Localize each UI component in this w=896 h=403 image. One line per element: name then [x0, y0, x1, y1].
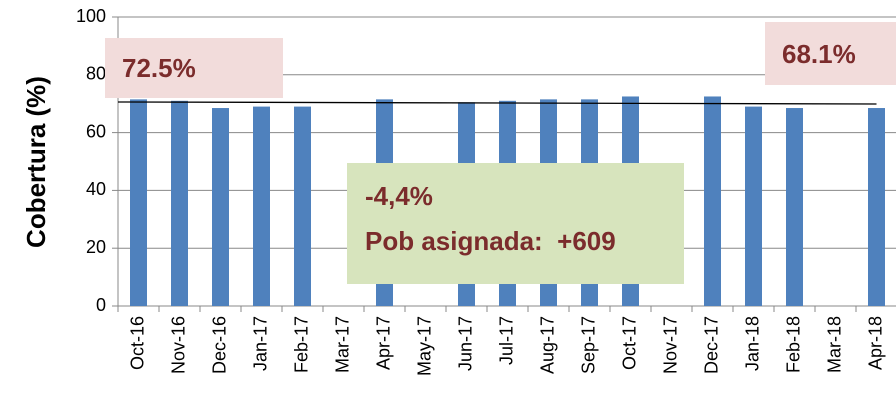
x-tick-label: May-17 — [414, 316, 434, 376]
annotation: 68.1% — [782, 39, 856, 69]
bar — [253, 106, 270, 306]
bar — [171, 100, 188, 306]
y-tick-label: 60 — [86, 121, 106, 141]
x-tick-label: Jan-18 — [742, 316, 762, 371]
y-tick-label: 0 — [96, 295, 106, 315]
annotation: -4,4% — [365, 181, 433, 211]
x-tick-label: Apr-17 — [373, 316, 393, 370]
x-tick-label: Mar-18 — [824, 316, 844, 373]
annotation-box — [105, 38, 283, 98]
x-tick-label: Jan-17 — [250, 316, 270, 371]
annotation-box — [765, 22, 896, 85]
x-tick-label: Oct-17 — [619, 316, 639, 370]
annotation: 72.5% — [122, 53, 196, 83]
x-tick-label: Feb-17 — [291, 316, 311, 373]
bar — [745, 106, 762, 306]
y-tick-label: 20 — [86, 237, 106, 257]
y-axis-label: Cobertura (%) — [21, 76, 51, 248]
bar — [212, 108, 229, 306]
bar — [704, 96, 721, 306]
x-tick-label: Sep-17 — [578, 316, 598, 374]
y-tick-label: 80 — [86, 64, 106, 84]
x-tick-label: Nov-16 — [168, 316, 188, 374]
y-tick-label: 40 — [86, 179, 106, 199]
bar — [294, 106, 311, 306]
x-tick-label: Dec-17 — [701, 316, 721, 374]
x-tick-label: Jun-17 — [455, 316, 475, 371]
annotation: Pob asignada: +609 — [365, 226, 616, 256]
x-tick-label: Oct-16 — [127, 316, 147, 370]
x-tick-label: Feb-18 — [783, 316, 803, 373]
y-tick-label: 100 — [76, 6, 106, 26]
x-tick-label: Aug-17 — [537, 316, 557, 374]
x-tick-label: Nov-17 — [660, 316, 680, 374]
bar — [868, 108, 885, 306]
bar — [786, 108, 803, 306]
x-tick-label: Mar-17 — [332, 316, 352, 373]
x-tick-label: Apr-18 — [865, 316, 885, 370]
x-tick-label: Jul-17 — [496, 316, 516, 365]
trend-line — [117, 101, 877, 105]
annotation-box — [347, 163, 684, 284]
bar — [130, 99, 147, 307]
x-tick-label: Dec-16 — [209, 316, 229, 374]
